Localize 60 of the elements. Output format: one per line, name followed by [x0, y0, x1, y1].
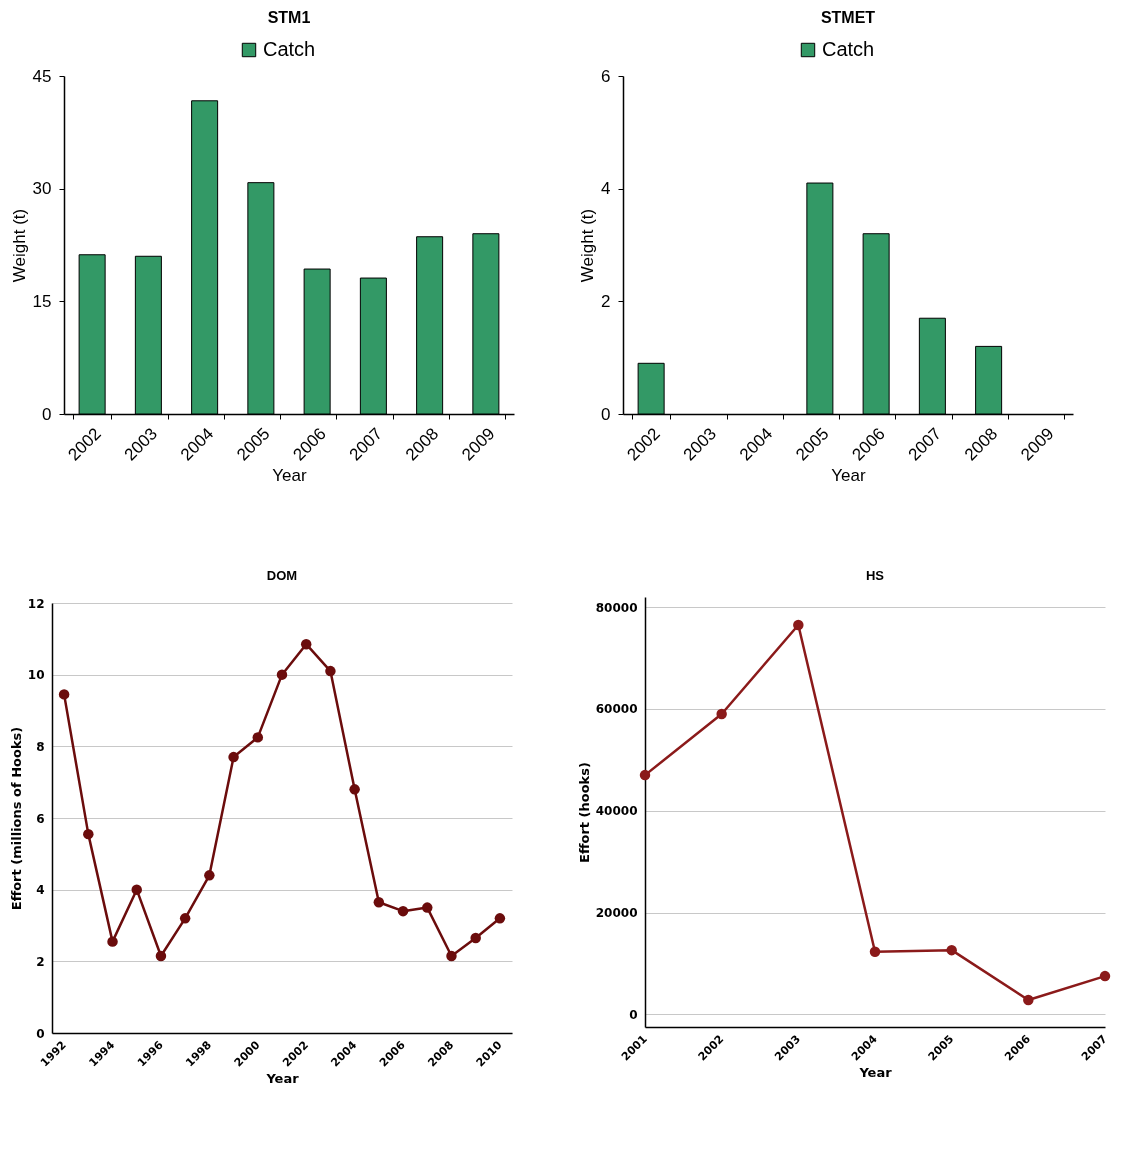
point [179, 913, 191, 924]
point [373, 896, 385, 908]
point [349, 784, 360, 795]
chart-title: HS [865, 568, 885, 583]
point [494, 913, 506, 924]
y-tick-label: 40000 [595, 804, 638, 819]
y-tick-label: 6 [601, 66, 611, 86]
point [639, 769, 651, 781]
point [793, 619, 804, 631]
y-axis-title: Effort (millions of Hooks) [8, 726, 24, 911]
y-tick-label: 4 [36, 883, 45, 898]
y-tick-label: 80000 [595, 600, 638, 615]
point [252, 732, 264, 743]
x-axis-title: Year [858, 1064, 893, 1080]
y-tick-label: 15 [32, 291, 52, 311]
point [397, 905, 409, 917]
x-axis-title: Year [831, 465, 867, 485]
y-tick-label: 2 [601, 291, 611, 311]
y-tick-label: 0 [601, 404, 611, 424]
point [131, 884, 142, 895]
point [946, 944, 957, 956]
y-tick-label: 30 [32, 179, 52, 199]
y-tick-label: 0 [42, 404, 52, 424]
point [1023, 994, 1034, 1006]
point [276, 669, 288, 680]
y-tick-label: 60000 [595, 702, 638, 717]
x-axis-title: Year [265, 1070, 300, 1086]
point [228, 751, 239, 763]
point [300, 638, 312, 650]
point [869, 946, 881, 957]
point [155, 950, 167, 962]
y-tick-label: 12 [27, 596, 45, 611]
legend-label: Catch [263, 38, 316, 60]
y-axis-title: Weight (t) [9, 208, 29, 283]
point [107, 936, 118, 947]
y-tick-label: 10 [27, 668, 45, 683]
y-tick-label: 0 [36, 1026, 45, 1041]
point [58, 689, 70, 700]
chart-title: STM1 [267, 9, 311, 26]
point [422, 902, 433, 913]
y-tick-label: 45 [32, 66, 52, 86]
point [716, 708, 727, 720]
point [446, 950, 457, 962]
chart-title: STMET [820, 9, 876, 26]
x-axis-title: Year [272, 465, 308, 485]
y-tick-label: 6 [36, 811, 45, 826]
y-axis-title: Weight (t) [578, 208, 598, 283]
point [1099, 970, 1111, 982]
y-axis-title: Effort (hooks) [576, 762, 592, 863]
point [83, 828, 94, 840]
y-tick-label: 4 [601, 179, 611, 199]
legend-label: Catch [822, 38, 875, 60]
y-tick-label: 0 [629, 1007, 638, 1022]
y-tick-label: 20000 [595, 906, 638, 920]
chart-title: DOM [266, 568, 298, 583]
y-tick-label: 8 [36, 739, 45, 754]
point [204, 870, 215, 881]
point [470, 932, 481, 944]
y-tick-label: 2 [36, 954, 45, 969]
point [325, 665, 336, 677]
